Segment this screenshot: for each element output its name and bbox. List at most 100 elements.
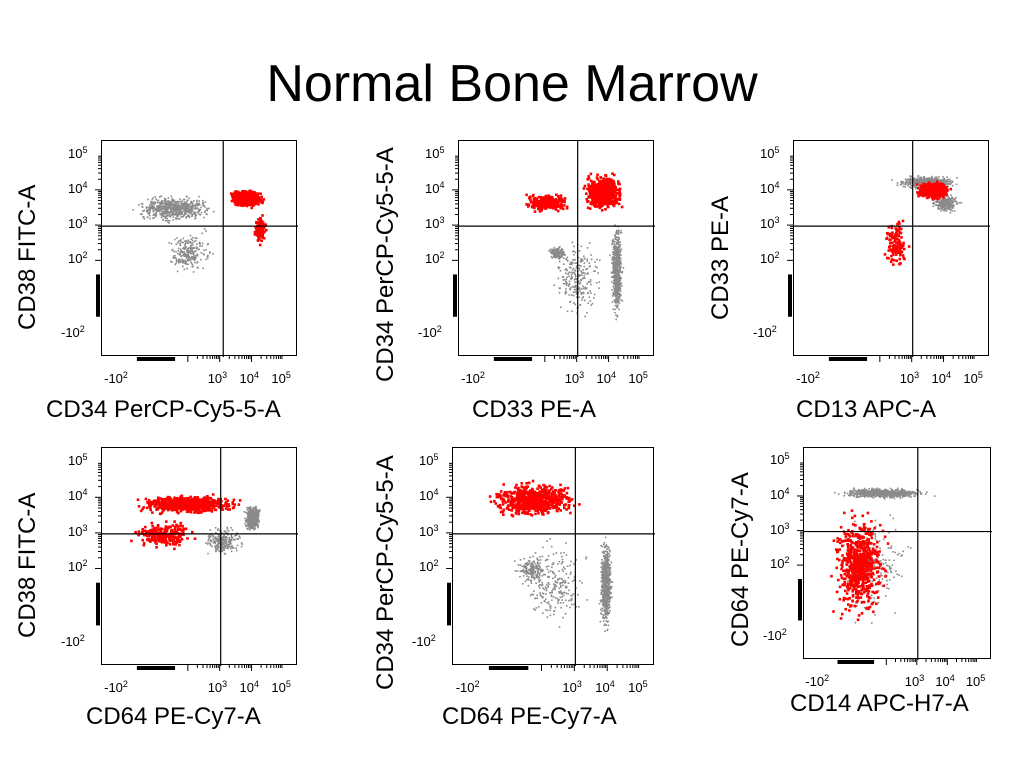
event-dot [605,181,608,185]
event-dot [191,205,193,207]
event-dot [178,209,181,212]
event-dot [616,295,618,297]
event-dot [949,211,952,214]
event-dot [620,277,622,280]
event-dot [171,211,173,213]
event-dot [614,295,617,297]
event-dot [259,225,262,229]
event-dot [254,201,257,204]
event-dot [154,196,156,198]
event-dot [948,203,951,205]
event-dot [562,279,565,281]
event-dot [907,179,910,182]
event-dot [614,247,617,249]
y-tick-label: -102 [61,323,85,340]
event-dot [616,232,619,234]
event-dot [612,265,615,267]
event-dot [212,253,214,255]
event-dot [551,251,554,254]
event-dot [557,266,560,268]
event-dot [617,304,619,306]
event-dot [143,216,145,218]
event-dot [585,192,588,195]
event-dot [613,299,616,302]
event-dot [173,213,175,215]
event-dot [244,191,248,195]
event-dot [580,258,582,260]
event-dot [912,184,915,186]
event-dot [951,199,954,202]
event-dot [540,209,543,212]
event-dot [612,293,615,295]
event-dot [584,272,587,275]
event-dot [617,256,619,258]
event-dot [603,191,606,195]
event-dot [199,243,201,245]
event-dot [616,281,619,283]
event-dot [252,193,255,196]
event-dot [945,181,947,183]
event-dot [565,281,567,283]
event-dot [929,179,932,182]
event-dot [616,236,619,239]
event-dot [609,178,613,181]
event-dot [933,201,935,204]
y-tick-label: 105 [68,144,88,161]
event-dot [613,290,616,292]
event-dot [255,221,258,224]
event-dot [954,198,956,201]
event-dot [586,282,588,285]
event-dot [166,207,169,210]
event-dot [564,290,567,292]
event-dot [160,203,163,205]
event-dot [619,263,621,266]
event-dot [551,205,554,209]
event-dot [236,190,240,194]
event-dot [958,201,961,204]
population-red-3 [229,189,266,210]
event-dot [206,213,208,216]
event-dot [188,211,190,214]
event-dot [590,254,592,256]
event-dot [582,277,585,279]
event-dot [181,205,184,207]
event-dot [166,217,168,220]
event-dot [190,249,192,251]
event-dot [179,244,182,247]
event-dot [578,275,581,277]
event-dot [191,247,193,249]
event-dot [574,281,576,284]
event-dot [910,175,912,178]
event-dot [163,197,166,200]
event-dot [231,192,234,196]
event-dot [179,211,182,214]
event-dot [616,254,619,257]
event-dot [616,276,618,279]
event-dot [196,207,199,209]
event-dot [574,269,576,271]
event-dot [905,180,908,183]
event-dot [572,291,575,294]
event-dot [611,243,613,246]
event-dot [599,193,602,196]
event-dot [614,261,616,263]
event-dot [587,291,590,294]
event-dot [576,296,578,298]
event-dot [557,196,561,200]
event-dot [931,177,933,180]
x-zero-region-mark [136,357,176,361]
event-dot [909,175,911,177]
event-dot [593,204,596,207]
event-dot [930,177,932,180]
event-dot [620,205,624,209]
event-dot [553,249,556,251]
event-dot [180,255,182,258]
event-dot [178,240,180,242]
event-dot [200,211,203,214]
event-dot [553,205,557,209]
event-dot [557,198,561,202]
event-dot [596,258,598,261]
event-dot [910,185,913,187]
event-dot [943,177,945,180]
event-dot [947,201,950,203]
